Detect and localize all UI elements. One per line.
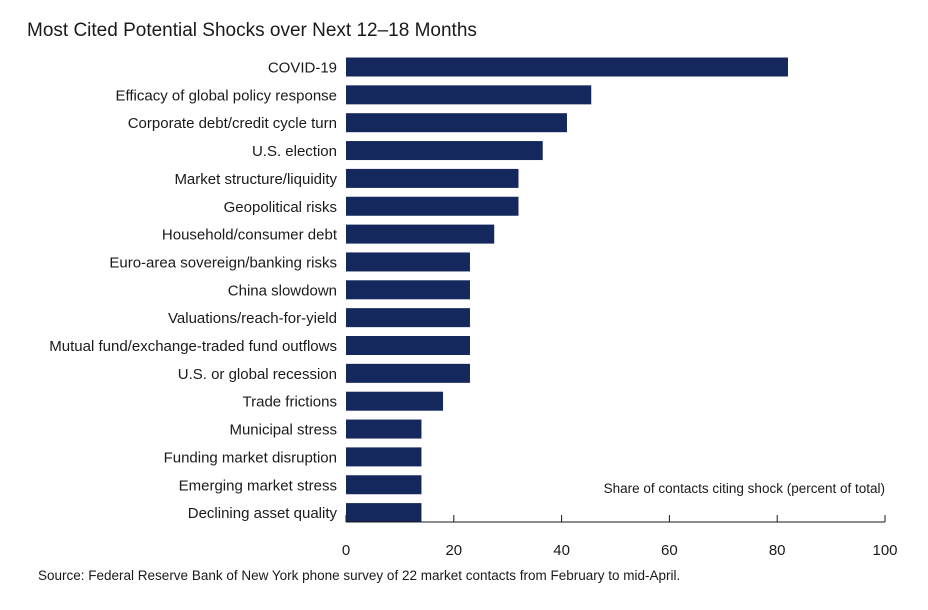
bar	[346, 447, 422, 467]
bar	[346, 57, 788, 77]
bar	[346, 280, 470, 300]
bar	[346, 168, 519, 188]
x-tick-label: 100	[872, 542, 897, 559]
x-tick-label: 0	[342, 542, 350, 559]
category-label: Efficacy of global policy response	[115, 87, 337, 104]
bar	[346, 224, 495, 244]
bar	[346, 391, 444, 411]
category-label: Emerging market stress	[179, 477, 337, 494]
category-label: Trade frictions	[243, 394, 337, 411]
bar	[346, 475, 422, 495]
bar	[346, 503, 422, 523]
x-axis-label: Share of contacts citing shock (percent …	[604, 481, 885, 496]
category-label: Household/consumer debt	[162, 227, 338, 244]
x-tick-label: 60	[661, 542, 678, 559]
category-label: Corporate debt/credit cycle turn	[128, 115, 337, 132]
category-label: U.S. or global recession	[178, 366, 337, 383]
category-label: Municipal stress	[229, 422, 337, 439]
category-label: Declining asset quality	[188, 505, 338, 522]
chart-title: Most Cited Potential Shocks over Next 12…	[27, 20, 477, 41]
x-tick-label: 20	[445, 542, 462, 559]
bar	[346, 141, 543, 161]
chart-source-note: Source: Federal Reserve Bank of New York…	[38, 568, 681, 583]
x-tick-label: 80	[769, 542, 786, 559]
bar	[346, 419, 422, 439]
category-label: Mutual fund/exchange-traded fund outflow…	[49, 338, 337, 355]
bar	[346, 363, 470, 383]
bar	[346, 196, 519, 216]
bar	[346, 336, 470, 355]
category-label: COVID-19	[268, 60, 337, 77]
category-label: Market structure/liquidity	[174, 171, 337, 188]
category-label: Funding market disruption	[164, 449, 337, 466]
bar	[346, 308, 470, 328]
x-tick-label: 40	[553, 542, 570, 559]
bar	[346, 113, 567, 133]
category-label: Geopolitical risks	[224, 199, 337, 216]
bar	[346, 85, 592, 105]
bar	[346, 252, 470, 272]
category-label: Euro-area sovereign/banking risks	[109, 254, 337, 271]
category-label: U.S. election	[252, 143, 337, 160]
category-label: Valuations/reach-for-yield	[168, 310, 337, 327]
category-label: China slowdown	[228, 282, 337, 299]
